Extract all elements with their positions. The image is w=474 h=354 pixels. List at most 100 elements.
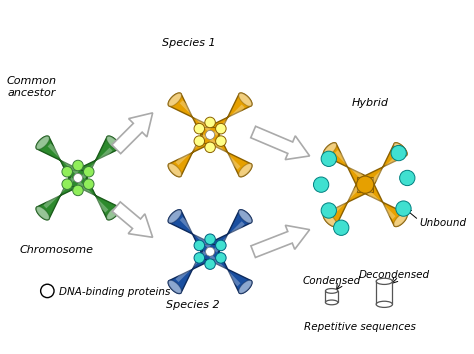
Ellipse shape xyxy=(238,280,252,293)
Text: Condensed: Condensed xyxy=(302,276,361,286)
Circle shape xyxy=(321,151,337,166)
Bar xyxy=(326,291,338,302)
Ellipse shape xyxy=(394,143,407,156)
Ellipse shape xyxy=(238,93,252,106)
Polygon shape xyxy=(213,221,245,252)
Ellipse shape xyxy=(394,213,407,227)
Ellipse shape xyxy=(326,300,338,305)
Circle shape xyxy=(216,253,226,263)
Circle shape xyxy=(205,234,215,245)
Polygon shape xyxy=(365,188,395,219)
Polygon shape xyxy=(180,217,211,248)
Polygon shape xyxy=(359,143,407,191)
Ellipse shape xyxy=(323,213,337,227)
Polygon shape xyxy=(168,93,216,141)
Circle shape xyxy=(356,176,374,193)
Ellipse shape xyxy=(238,164,252,177)
Circle shape xyxy=(321,203,337,218)
Polygon shape xyxy=(204,246,252,293)
Text: Decondensed: Decondensed xyxy=(358,270,429,280)
Polygon shape xyxy=(112,113,153,154)
Circle shape xyxy=(396,201,411,216)
Text: Unbound: Unbound xyxy=(420,218,467,228)
Polygon shape xyxy=(204,93,252,141)
Bar xyxy=(202,244,218,259)
Polygon shape xyxy=(72,136,120,184)
Polygon shape xyxy=(36,136,84,184)
Ellipse shape xyxy=(323,143,337,156)
Ellipse shape xyxy=(107,136,120,149)
Circle shape xyxy=(400,170,415,185)
Circle shape xyxy=(206,247,215,256)
Bar xyxy=(357,177,373,193)
Polygon shape xyxy=(180,100,211,131)
Circle shape xyxy=(83,166,94,177)
Circle shape xyxy=(206,130,215,139)
Circle shape xyxy=(313,177,329,192)
Circle shape xyxy=(216,124,226,134)
Circle shape xyxy=(194,136,205,146)
Circle shape xyxy=(205,117,215,128)
Text: Common
ancestor: Common ancestor xyxy=(7,76,57,98)
Polygon shape xyxy=(168,129,216,177)
Text: Hybrid: Hybrid xyxy=(351,98,389,108)
Circle shape xyxy=(391,145,406,161)
Circle shape xyxy=(216,240,226,251)
Polygon shape xyxy=(330,184,362,215)
Circle shape xyxy=(334,220,349,235)
Polygon shape xyxy=(43,177,74,208)
Polygon shape xyxy=(369,154,400,185)
Ellipse shape xyxy=(36,136,49,149)
Circle shape xyxy=(205,142,215,153)
Text: DNA-binding proteins: DNA-binding proteins xyxy=(59,287,170,297)
Polygon shape xyxy=(175,134,207,165)
Polygon shape xyxy=(209,138,240,170)
Polygon shape xyxy=(82,148,113,179)
Polygon shape xyxy=(36,172,84,220)
Circle shape xyxy=(83,179,94,189)
Polygon shape xyxy=(335,150,366,181)
Polygon shape xyxy=(112,202,153,237)
Text: Repetitive sequences: Repetitive sequences xyxy=(304,321,416,332)
Ellipse shape xyxy=(36,206,49,220)
Polygon shape xyxy=(251,225,310,257)
Circle shape xyxy=(62,179,73,189)
Circle shape xyxy=(216,136,226,146)
Circle shape xyxy=(205,259,215,269)
Polygon shape xyxy=(209,255,240,286)
Circle shape xyxy=(194,240,205,251)
Polygon shape xyxy=(168,246,216,293)
Circle shape xyxy=(62,166,73,177)
Text: Chromosome: Chromosome xyxy=(20,245,94,255)
Bar xyxy=(202,127,218,143)
Polygon shape xyxy=(359,178,407,227)
Polygon shape xyxy=(251,126,310,160)
Circle shape xyxy=(41,284,54,298)
Circle shape xyxy=(73,173,82,182)
Polygon shape xyxy=(323,178,371,227)
Polygon shape xyxy=(175,251,207,282)
Polygon shape xyxy=(204,129,252,177)
Text: Species 2: Species 2 xyxy=(166,299,219,309)
Circle shape xyxy=(73,160,83,171)
Ellipse shape xyxy=(168,93,182,106)
Circle shape xyxy=(194,253,205,263)
Text: Species 1: Species 1 xyxy=(162,38,216,48)
Polygon shape xyxy=(213,104,245,136)
Ellipse shape xyxy=(168,164,182,177)
Circle shape xyxy=(194,124,205,134)
Polygon shape xyxy=(47,143,79,175)
Polygon shape xyxy=(323,143,371,191)
Ellipse shape xyxy=(326,289,338,293)
Ellipse shape xyxy=(376,278,392,285)
Ellipse shape xyxy=(168,210,182,223)
Ellipse shape xyxy=(107,206,120,220)
Polygon shape xyxy=(72,172,120,220)
Polygon shape xyxy=(168,210,216,258)
Ellipse shape xyxy=(238,210,252,223)
Ellipse shape xyxy=(376,301,392,307)
Bar xyxy=(70,170,86,186)
Polygon shape xyxy=(204,210,252,258)
Circle shape xyxy=(73,185,83,196)
Polygon shape xyxy=(77,181,109,213)
